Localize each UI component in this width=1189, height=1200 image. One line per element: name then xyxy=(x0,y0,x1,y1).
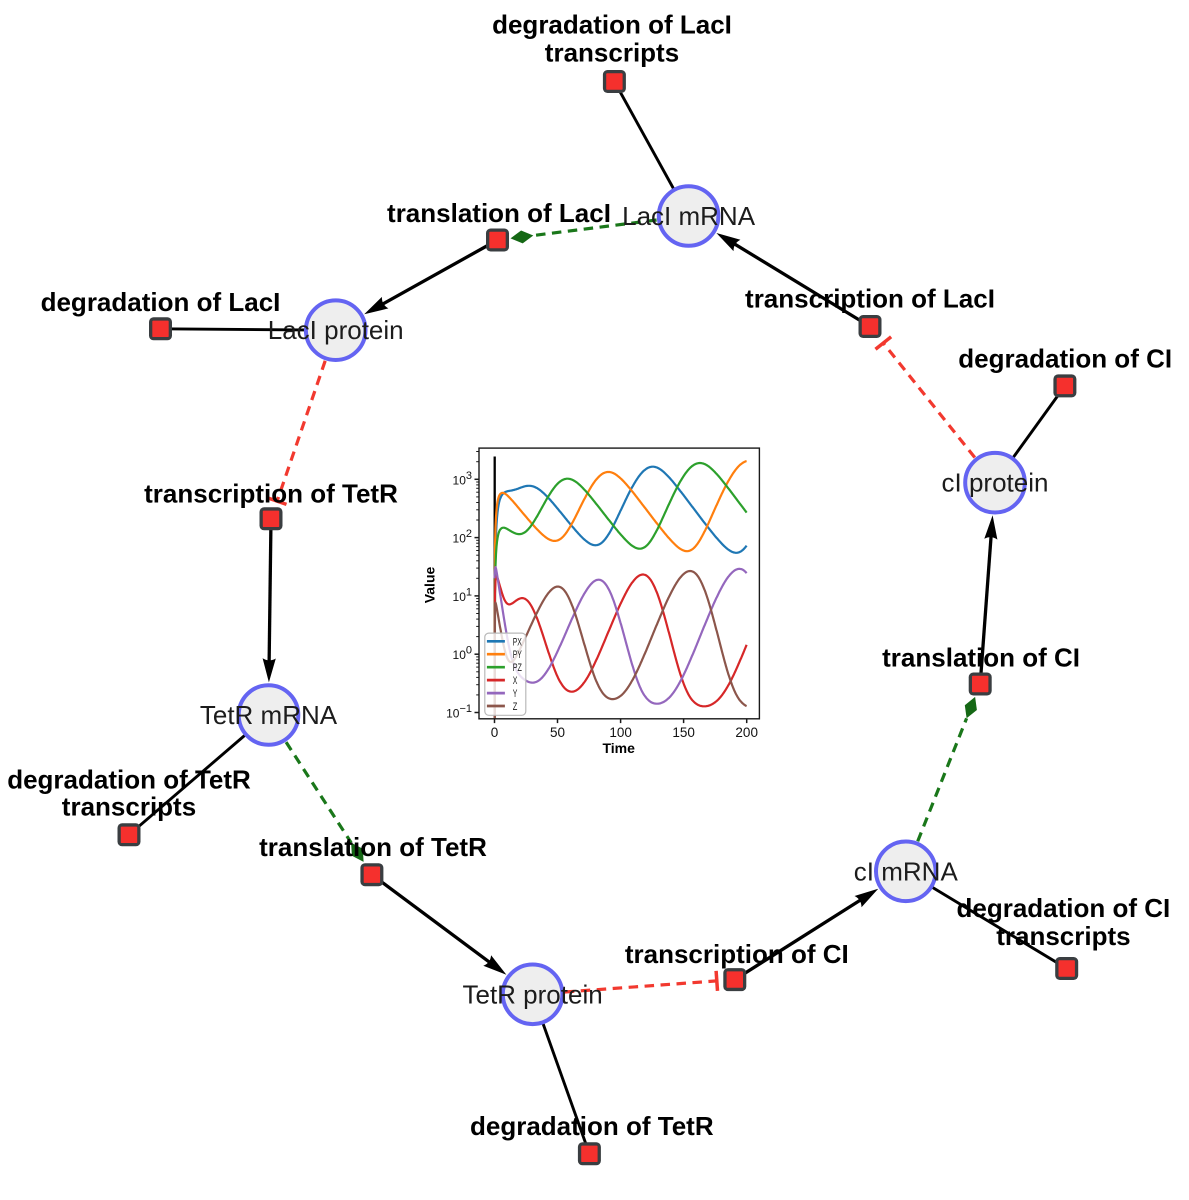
svg-text:50: 50 xyxy=(550,725,565,740)
svg-text:150: 150 xyxy=(672,725,695,740)
svg-text:transcription of LacI: transcription of LacI xyxy=(745,284,995,314)
svg-text:TetR mRNA: TetR mRNA xyxy=(200,700,338,730)
svg-text:Value: Value xyxy=(422,567,438,604)
svg-text:cI protein: cI protein xyxy=(942,468,1049,498)
svg-text:Time: Time xyxy=(602,740,635,756)
svg-text:transcripts: transcripts xyxy=(996,921,1130,951)
svg-text:TetR protein: TetR protein xyxy=(463,979,603,1009)
svg-text:transcription of TetR: transcription of TetR xyxy=(144,479,398,509)
svg-text:0: 0 xyxy=(491,725,499,740)
svg-text:transcription of CI: transcription of CI xyxy=(625,939,849,969)
svg-text:Z: Z xyxy=(513,701,518,713)
svg-text:degradation of CI: degradation of CI xyxy=(958,344,1172,374)
svg-text:translation of CI: translation of CI xyxy=(882,643,1080,673)
svg-text:transcripts: transcripts xyxy=(62,792,196,822)
svg-text:degradation of TetR: degradation of TetR xyxy=(470,1111,714,1141)
svg-text:PX: PX xyxy=(513,636,523,648)
svg-text:PY: PY xyxy=(513,649,523,661)
svg-text:Y: Y xyxy=(513,688,518,700)
svg-text:PZ: PZ xyxy=(513,662,522,674)
svg-text:degradation of LacI: degradation of LacI xyxy=(492,10,732,40)
svg-text:X: X xyxy=(513,675,518,687)
svg-text:transcripts: transcripts xyxy=(545,38,679,68)
svg-text:degradation of CI: degradation of CI xyxy=(957,893,1171,923)
svg-text:200: 200 xyxy=(735,725,758,740)
svg-text:translation of TetR: translation of TetR xyxy=(259,832,487,862)
svg-text:degradation of LacI: degradation of LacI xyxy=(41,287,281,317)
svg-text:cI mRNA: cI mRNA xyxy=(854,856,959,886)
svg-text:LacI mRNA: LacI mRNA xyxy=(622,201,756,231)
svg-text:100: 100 xyxy=(609,725,632,740)
svg-text:LacI protein: LacI protein xyxy=(268,315,404,345)
svg-text:translation of LacI: translation of LacI xyxy=(387,198,611,228)
svg-text:degradation of TetR: degradation of TetR xyxy=(7,764,251,794)
